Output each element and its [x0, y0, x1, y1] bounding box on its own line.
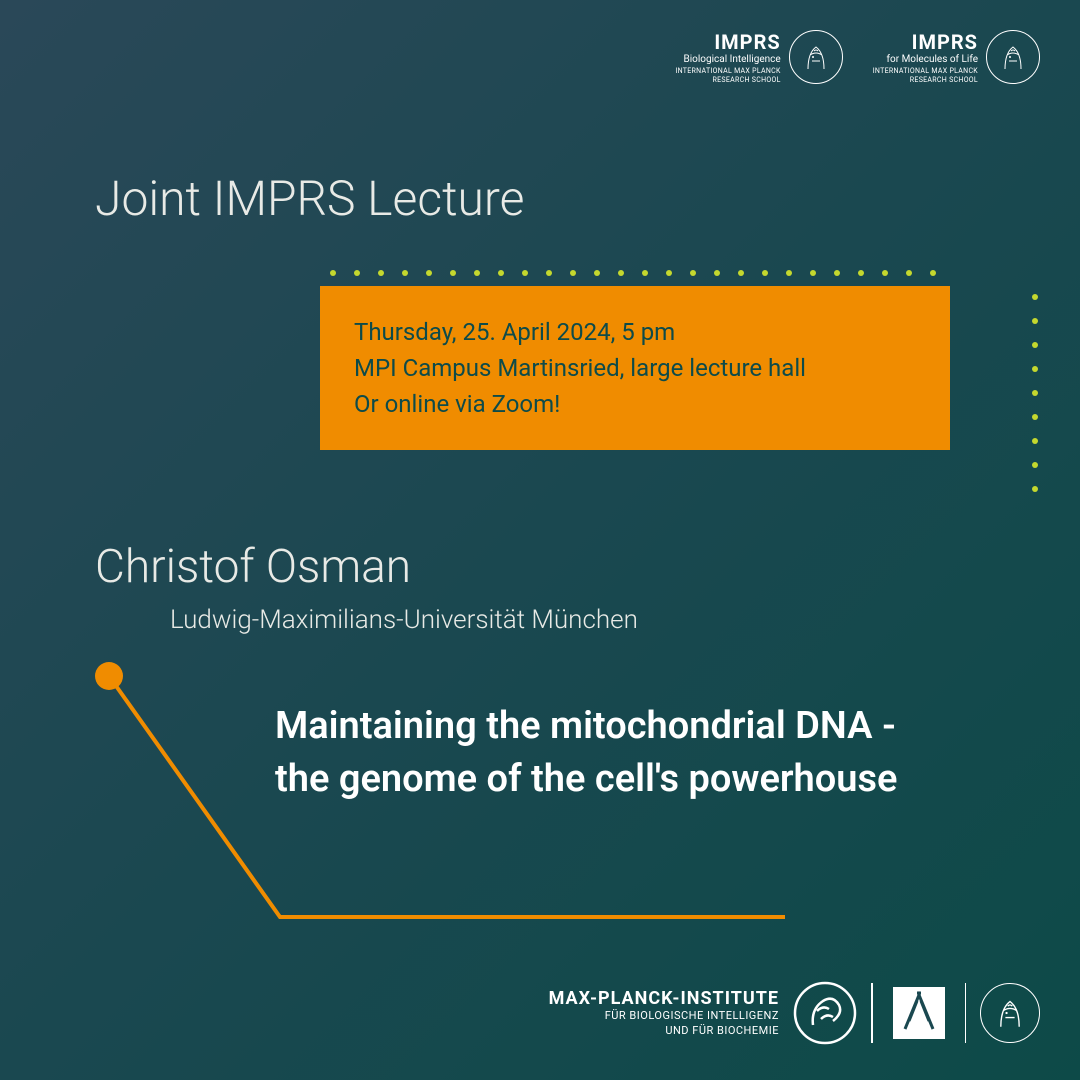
logo-tagline: INTERNATIONAL MAX PLANCK RESEARCH SCHOOL: [873, 67, 978, 84]
footer-separator: [871, 983, 873, 1043]
imprs-logo-mol: IMPRS for Molecules of Life INTERNATIONA…: [873, 30, 1040, 84]
minerva-icon: [789, 30, 843, 84]
speaker-affiliation: Ludwig-Maximilians-Universität München: [170, 605, 638, 635]
talk-title: Maintaining the mitochondrial DNA - the …: [275, 700, 915, 806]
footer: MAX-PLANCK-INSTITUTE FÜR BIOLOGISCHE INT…: [549, 981, 1040, 1045]
minerva-icon: [986, 30, 1040, 84]
bc-logo-icon: [887, 981, 951, 1045]
decor-dots-top: [330, 270, 1020, 276]
speaker-name: Christof Osman: [95, 540, 411, 594]
logo-subtitle: Biological Intelligence: [675, 54, 780, 65]
info-online: Or online via Zoom!: [354, 386, 916, 422]
minerva-icon: [980, 983, 1040, 1043]
footer-institute: MAX-PLANCK-INSTITUTE: [549, 988, 779, 1009]
decor-dots-right: [1032, 294, 1038, 492]
logo-subtitle: for Molecules of Life: [873, 54, 978, 65]
decor-angle-dot: [95, 662, 123, 690]
bi-logo-icon: [793, 981, 857, 1045]
page-title: Joint IMPRS Lecture: [95, 170, 524, 227]
footer-for: FÜR BIOLOGISCHE INTELLIGENZ UND FÜR BIOC…: [549, 1009, 779, 1038]
header-logos: IMPRS Biological Intelligence INTERNATIO…: [675, 30, 1040, 84]
footer-separator: [965, 983, 967, 1043]
info-box: Thursday, 25. April 2024, 5 pm MPI Campu…: [320, 286, 950, 450]
imprs-logo-bi: IMPRS Biological Intelligence INTERNATIO…: [675, 30, 842, 84]
info-date: Thursday, 25. April 2024, 5 pm: [354, 314, 916, 350]
logo-name: IMPRS: [873, 30, 978, 54]
event-info-block: Thursday, 25. April 2024, 5 pm MPI Campu…: [320, 270, 1020, 450]
logo-tagline: INTERNATIONAL MAX PLANCK RESEARCH SCHOOL: [675, 67, 780, 84]
logo-name: IMPRS: [675, 30, 780, 54]
info-location: MPI Campus Martinsried, large lecture ha…: [354, 350, 916, 386]
